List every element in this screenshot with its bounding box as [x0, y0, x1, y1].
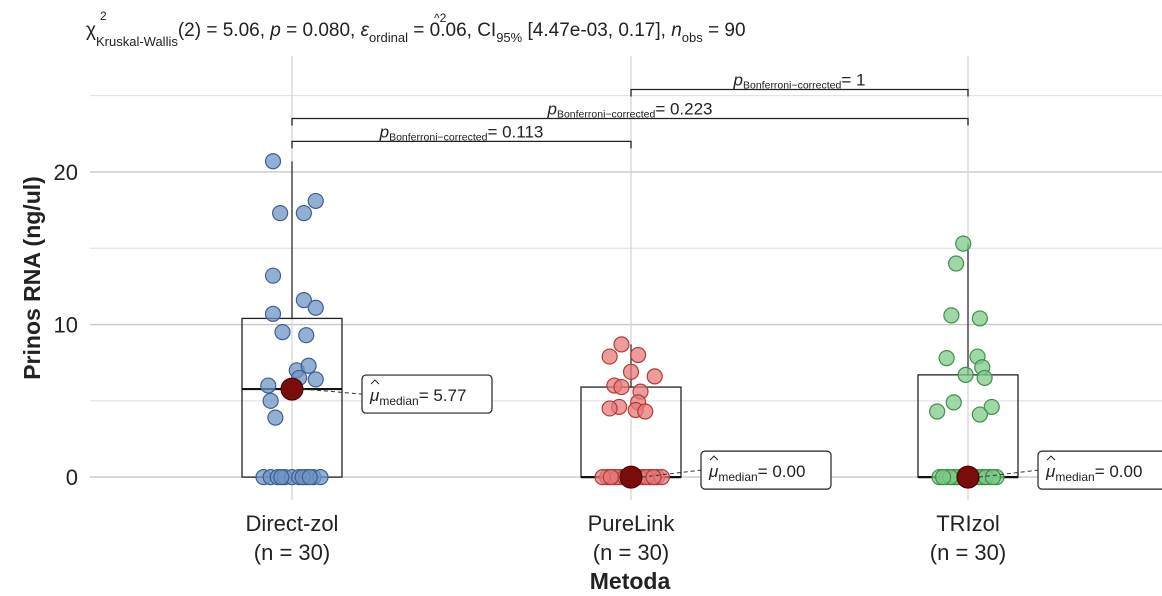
median-label-box: [361, 374, 493, 414]
data-point: [601, 348, 618, 365]
median-markers: [280, 377, 980, 489]
grid-lines: [90, 56, 1162, 500]
median-label-text: μmedian= 0.00: [1045, 462, 1142, 484]
data-point: [929, 403, 946, 420]
comparison-brackets: pBonferroni−corrected= 1 pBonferroni−corr…: [291, 71, 969, 149]
comparison-bracket: [291, 117, 969, 126]
data-point: [264, 267, 282, 284]
median-label-text: μmedian= 5.77: [369, 386, 466, 408]
data-point: [272, 205, 289, 222]
data-point: [630, 346, 647, 364]
data-point: [613, 336, 630, 353]
data-point: [976, 369, 993, 387]
data-point: [295, 205, 312, 222]
comparison-label: pBonferroni−corrected= 0.223: [546, 100, 712, 121]
data-point: [260, 377, 277, 394]
hat-icon: [1046, 455, 1056, 461]
x-tick-n-label: (n = 30): [593, 540, 669, 565]
x-axis-label: Metoda: [590, 568, 671, 594]
data-points: [255, 153, 1005, 486]
x-axis: Direct-zol (n = 30) PureLink (n = 30) TRIzol…: [246, 511, 1007, 565]
data-point: [971, 310, 988, 327]
data-point: [948, 255, 965, 272]
data-point: [264, 305, 282, 322]
data-point: [274, 324, 291, 341]
comparison-bracket: [291, 140, 632, 149]
data-point: [307, 299, 324, 316]
data-point: [262, 392, 279, 409]
comparison-label: pBonferroni−corrected= 1: [733, 71, 866, 92]
x-tick-label: Direct-zol: [246, 511, 339, 536]
median-label-connector: [978, 469, 1039, 478]
data-point: [983, 398, 1000, 416]
hat-icon: [370, 379, 380, 385]
median-label-text: μmedian= 0.00: [708, 462, 805, 484]
data-point: [307, 192, 324, 210]
x-tick-label: PureLink: [588, 511, 676, 536]
data-point: [298, 327, 315, 344]
x-tick-n-label: (n = 30): [254, 540, 330, 565]
y-axis-label: Prinos RNA (ng/ul): [19, 176, 45, 380]
median-label-connector: [641, 469, 702, 478]
data-point: [637, 403, 654, 420]
data-point: [295, 292, 312, 309]
data-point: [267, 409, 284, 426]
median-marker: [619, 465, 643, 489]
x-tick-label: TRIzol: [936, 511, 1000, 536]
median-label-connector: [302, 388, 363, 395]
y-tick-label: 20: [54, 160, 78, 185]
data-point: [307, 371, 324, 388]
y-axis: 0 10 20: [54, 160, 78, 490]
median-marker: [956, 465, 980, 489]
median-label-box: [700, 450, 832, 490]
data-point: [273, 469, 290, 486]
y-tick-label: 10: [54, 313, 78, 338]
chi-squared-superscript: 2: [100, 9, 107, 23]
data-point: [300, 357, 317, 374]
data-point: [971, 406, 988, 423]
data-point: [957, 366, 974, 383]
data-point: [984, 469, 1002, 486]
data-point: [602, 469, 619, 486]
data-point: [945, 394, 962, 411]
data-point: [601, 400, 618, 417]
epsilon-superscript: ^2: [434, 11, 447, 25]
data-point: [622, 363, 640, 380]
data-point: [613, 378, 630, 396]
comparison-label: pBonferroni−corrected= 0.113: [379, 122, 544, 143]
data-point: [646, 368, 663, 385]
boxplots: [241, 161, 1019, 479]
median-marker: [280, 377, 304, 401]
data-point: [943, 307, 960, 324]
data-point: [264, 153, 282, 170]
data-point: [645, 469, 662, 486]
median-label-box: [1037, 450, 1162, 490]
hat-icon: [709, 455, 719, 461]
data-point: [301, 469, 318, 486]
comparison-bracket: [630, 88, 969, 97]
chart-subtitle: χKruskal-Wallis(2) = 5.06, p = 0.080, εo…: [86, 20, 746, 49]
data-point: [955, 235, 972, 252]
data-point: [934, 469, 952, 486]
median-labels: μmedian= 5.77 μmedian= 0.00 μmedian= 0.00: [302, 374, 1162, 490]
x-tick-n-label: (n = 30): [930, 540, 1006, 565]
y-tick-label: 0: [66, 465, 78, 490]
data-point: [938, 349, 955, 367]
